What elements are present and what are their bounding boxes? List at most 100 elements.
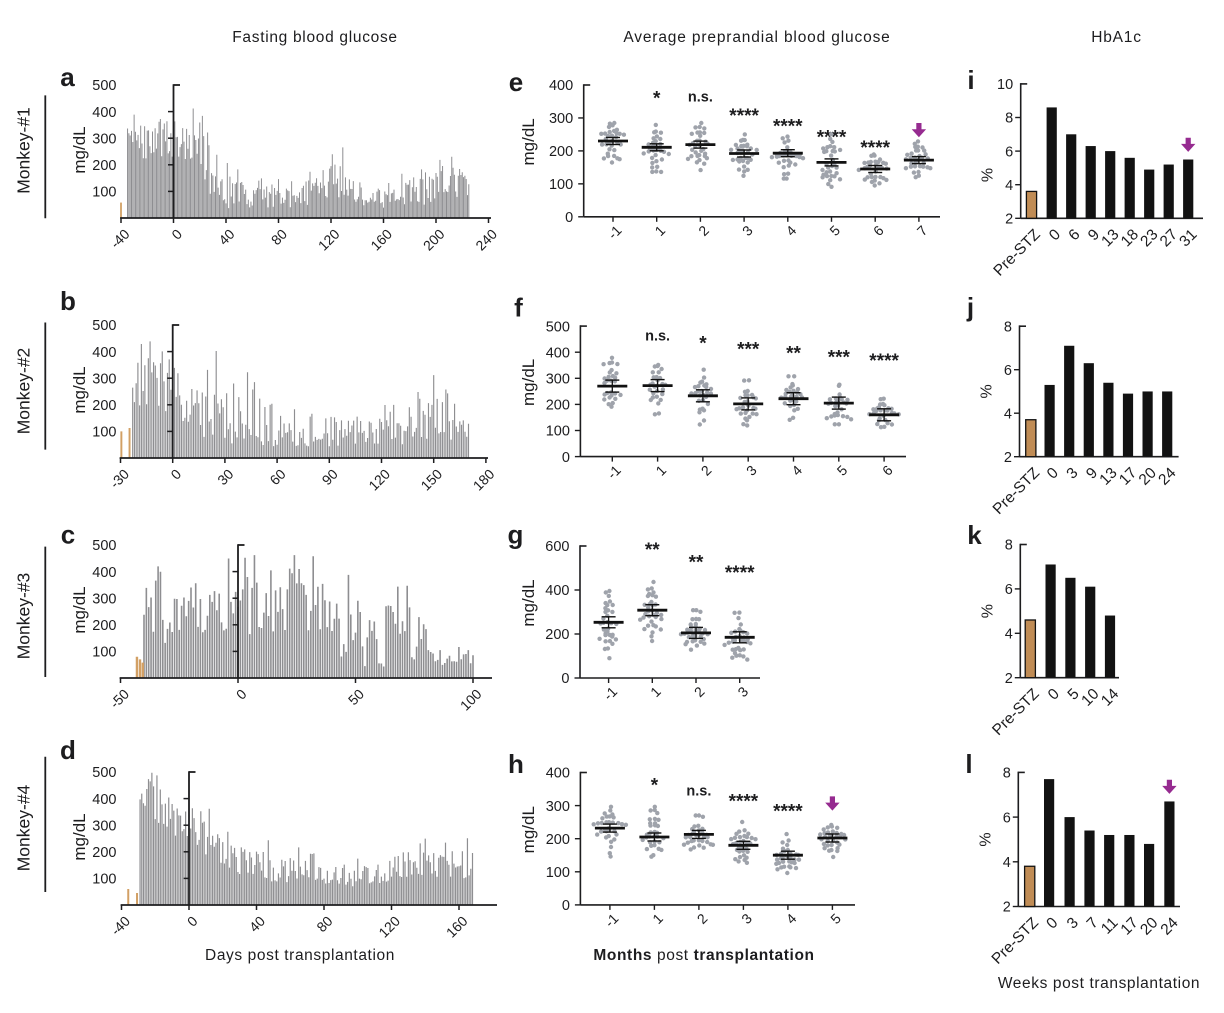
svg-text:2: 2 [1004,450,1012,466]
svg-text:300: 300 [549,111,573,127]
svg-text:2: 2 [1005,671,1013,687]
svg-text:4: 4 [1003,855,1011,871]
svg-text:h: h [508,749,524,779]
svg-text:200: 200 [92,845,116,861]
svg-text:mg/dL: mg/dL [519,359,538,406]
svg-text:Fasting blood glucose: Fasting blood glucose [232,29,398,46]
svg-text:6: 6 [1004,363,1012,379]
svg-text:****: **** [869,351,899,372]
svg-text:400: 400 [92,565,116,581]
svg-text:mg/dL: mg/dL [70,813,89,860]
svg-text:200: 200 [92,618,116,634]
svg-text:100: 100 [92,872,116,888]
svg-text:500: 500 [92,538,116,554]
svg-text:500: 500 [92,78,116,94]
svg-text:8: 8 [1003,766,1011,782]
svg-text:****: **** [729,106,759,127]
svg-text:2: 2 [1003,900,1011,916]
svg-text:%: % [977,832,994,846]
svg-text:600: 600 [545,539,569,555]
svg-text:100: 100 [92,185,116,201]
svg-text:mg/dL: mg/dL [519,806,538,853]
svg-text:4: 4 [1005,178,1013,194]
svg-text:0: 0 [562,898,570,914]
svg-text:g: g [508,520,524,550]
svg-text:300: 300 [546,799,570,815]
svg-text:*: * [651,776,659,797]
svg-text:k: k [967,520,982,550]
svg-text:****: **** [773,802,803,823]
svg-text:e: e [509,67,523,97]
svg-text:0: 0 [562,450,570,466]
svg-text:8: 8 [1004,319,1012,335]
svg-text:400: 400 [546,766,570,782]
svg-text:Monkey-#4: Monkey-#4 [14,784,34,871]
svg-text:100: 100 [92,425,116,441]
svg-text:mg/dL: mg/dL [519,579,538,626]
svg-text:%: % [980,168,997,182]
svg-text:4: 4 [1004,406,1012,422]
svg-text:****: **** [860,138,890,159]
svg-text:0: 0 [565,210,573,226]
svg-text:400: 400 [92,345,116,361]
svg-text:200: 200 [92,398,116,414]
svg-text:10: 10 [997,77,1013,93]
svg-text:n.s.: n.s. [688,90,713,106]
svg-text:i: i [967,65,974,95]
svg-text:500: 500 [546,319,570,335]
svg-text:mg/dL: mg/dL [70,366,89,413]
svg-text:0: 0 [561,671,569,687]
svg-text:300: 300 [546,372,570,388]
svg-text:200: 200 [92,158,116,174]
svg-text:8: 8 [1005,538,1013,554]
svg-text:100: 100 [546,424,570,440]
svg-text:***: *** [737,340,760,361]
svg-text:**: ** [786,344,801,365]
svg-text:2: 2 [1005,212,1013,228]
svg-text:****: **** [725,563,755,584]
svg-text:400: 400 [549,78,573,94]
svg-text:100: 100 [549,177,573,193]
svg-text:6: 6 [1005,582,1013,598]
svg-text:Average preprandial blood gluc: Average preprandial blood glucose [623,29,890,46]
svg-text:8: 8 [1005,111,1013,127]
svg-text:300: 300 [92,818,116,834]
svg-text:4: 4 [1005,627,1013,643]
svg-text:100: 100 [92,645,116,661]
svg-text:Months post transplantation: Months post transplantation [593,947,814,964]
svg-text:200: 200 [546,832,570,848]
svg-text:6: 6 [1005,144,1013,160]
svg-text:l: l [965,749,972,779]
svg-text:200: 200 [549,144,573,160]
svg-text:*: * [699,334,707,355]
svg-text:200: 200 [545,627,569,643]
svg-text:100: 100 [546,865,570,881]
svg-text:%: % [979,384,996,398]
svg-text:400: 400 [546,345,570,361]
svg-text:mg/dL: mg/dL [519,118,538,165]
svg-text:400: 400 [92,105,116,121]
svg-text:n.s.: n.s. [686,784,711,800]
svg-text:b: b [60,286,76,316]
svg-text:mg/dL: mg/dL [70,126,89,173]
svg-text:500: 500 [92,318,116,334]
svg-text:Monkey-#3: Monkey-#3 [14,573,34,660]
svg-text:500: 500 [92,765,116,781]
svg-text:300: 300 [92,371,116,387]
svg-text:400: 400 [92,792,116,808]
svg-text:6: 6 [1003,810,1011,826]
svg-text:Monkey-#1: Monkey-#1 [14,107,34,194]
svg-text:****: **** [773,117,803,138]
svg-text:a: a [60,62,75,92]
svg-text:HbA1c: HbA1c [1091,29,1142,46]
svg-text:Days post transplantation: Days post transplantation [205,947,395,964]
svg-text:Weeks post transplantation: Weeks post transplantation [998,975,1200,992]
svg-text:d: d [60,735,76,765]
svg-text:***: *** [828,348,851,369]
svg-text:200: 200 [546,398,570,414]
svg-text:mg/dL: mg/dL [70,586,89,633]
svg-text:f: f [514,293,523,323]
svg-text:**: ** [689,553,704,574]
svg-text:400: 400 [545,583,569,599]
svg-text:c: c [61,519,75,549]
